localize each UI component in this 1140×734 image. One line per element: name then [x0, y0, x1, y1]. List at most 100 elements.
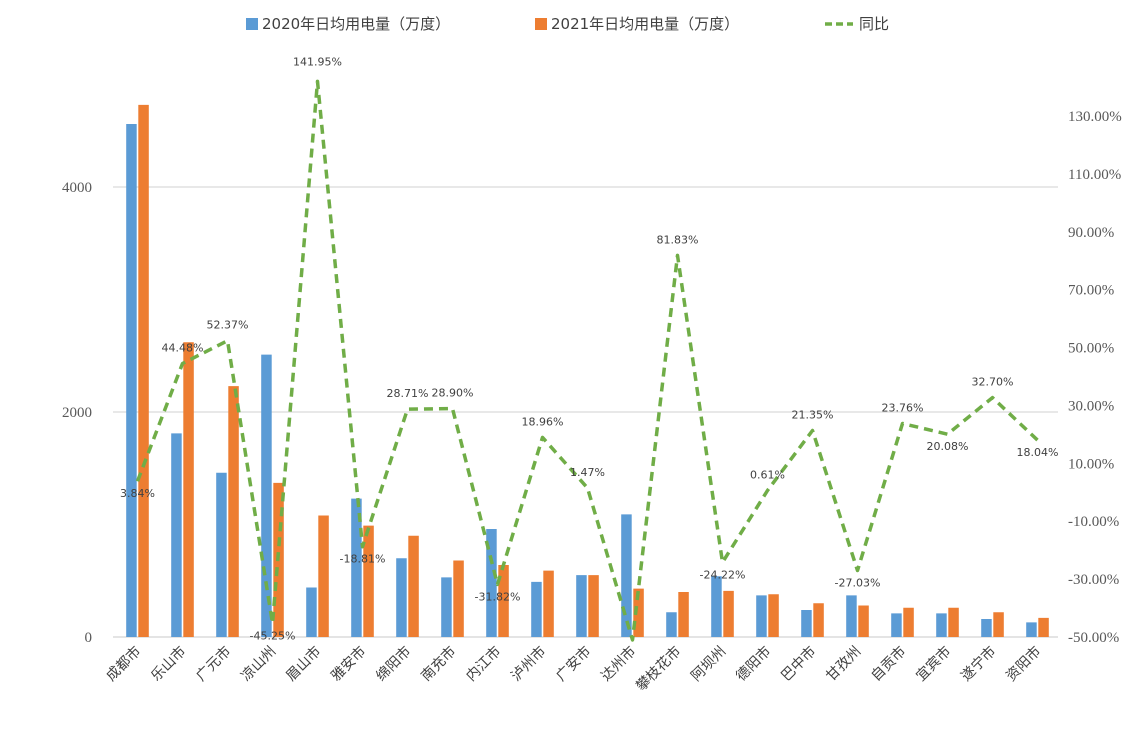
- point-label: -24.22%: [700, 568, 746, 581]
- bar-2021: [408, 535, 419, 637]
- bar-2021: [453, 560, 464, 637]
- point-label: 23.76%: [882, 402, 924, 415]
- point-label: 18.96%: [522, 415, 564, 428]
- bar-2020: [351, 498, 362, 637]
- point-label: 20.08%: [927, 440, 969, 453]
- left-tick-label: 4000: [62, 180, 92, 196]
- bar-2021: [318, 515, 329, 637]
- right-tick-label: 110.00%: [1068, 167, 1121, 183]
- category-label: 眉山市: [283, 643, 325, 685]
- bar-2020: [261, 354, 272, 637]
- left-axis-ticks: 0 2000 4000: [62, 180, 92, 646]
- legend: 2020年日均用电量（万度） 2021年日均用电量（万度） 同比: [246, 15, 889, 33]
- category-label: 雅安市: [328, 643, 370, 685]
- bar-2020: [306, 587, 317, 637]
- category-label: 南充市: [418, 643, 460, 685]
- bar-2020: [801, 610, 812, 637]
- bar-2021: [363, 525, 374, 637]
- category-label: 资阳市: [1003, 643, 1045, 685]
- category-label: 自贡市: [868, 643, 910, 685]
- category-label: 德阳市: [733, 643, 775, 685]
- category-labels: 成都市 乐山市 广元市 凉山州 眉山市 雅安市 绵阳市 南充市 内江市 泸州市 广安市 达州市攀枝花市…: [103, 643, 1045, 695]
- bar-2020: [711, 576, 722, 637]
- bar-2020: [576, 575, 587, 637]
- bar-2020: [1026, 622, 1037, 637]
- bar-2020: [756, 595, 767, 637]
- bar-2021: [948, 607, 959, 637]
- bar-2021: [633, 588, 644, 637]
- bar-2021: [183, 342, 194, 637]
- legend-label: 同比: [859, 15, 889, 33]
- point-label: 21.35%: [792, 408, 834, 421]
- left-tick-label: 2000: [62, 405, 92, 421]
- bar-2020: [441, 577, 452, 637]
- category-label: 巴中市: [778, 643, 820, 685]
- legend-label: 2020年日均用电量（万度）: [262, 15, 450, 33]
- bar-2021: [768, 594, 779, 637]
- point-label: 141.95%: [293, 55, 342, 68]
- category-label: 泸州市: [508, 643, 550, 685]
- bar-2021: [138, 104, 149, 637]
- bar-2020: [126, 124, 137, 637]
- bar-2021: [1038, 617, 1049, 637]
- category-label: 广元市: [193, 643, 235, 685]
- bar-2021: [228, 386, 239, 637]
- point-label: -31.82%: [475, 590, 521, 603]
- bar-2021: [858, 605, 869, 637]
- right-tick-label: -10.00%: [1068, 514, 1119, 530]
- category-label: 达州市: [598, 643, 640, 685]
- left-tick-label: 0: [85, 630, 93, 646]
- bar-2021: [903, 607, 914, 637]
- bar-2020: [216, 472, 227, 637]
- category-label: 成都市: [103, 643, 145, 685]
- point-label: -27.03%: [835, 577, 881, 590]
- point-label: 28.71%: [387, 387, 429, 400]
- right-tick-label: -50.00%: [1068, 630, 1119, 646]
- bar-2020: [396, 558, 407, 637]
- bar-2020: [666, 612, 677, 637]
- point-labels: 3.84% 44.48%52.37% -45.25% 141.95% -18.81% 28…: [120, 55, 1058, 642]
- bar-2020: [486, 529, 497, 637]
- right-tick-label: 70.00%: [1068, 283, 1114, 299]
- legend-swatch: [246, 18, 258, 30]
- point-label: -18.81%: [340, 553, 386, 566]
- point-label: 3.84%: [120, 487, 155, 500]
- category-label: 内江市: [463, 643, 505, 685]
- bar-2020: [171, 433, 182, 637]
- bar-2020: [981, 619, 992, 637]
- right-tick-label: 130.00%: [1068, 109, 1122, 125]
- point-label: 28.90%: [432, 387, 474, 400]
- point-label: 44.48%: [162, 342, 204, 355]
- bar-2020: [531, 581, 542, 637]
- category-label: 攀枝花市: [633, 643, 685, 695]
- bar-2020: [621, 514, 632, 637]
- point-label: 0.61%: [750, 469, 785, 482]
- yoy-line: [135, 79, 1039, 642]
- bar-2021: [813, 603, 824, 637]
- category-label: 绵阳市: [373, 643, 415, 685]
- right-tick-label: 90.00%: [1068, 225, 1114, 241]
- bar-2021: [498, 565, 509, 637]
- point-label: 52.37%: [207, 319, 249, 332]
- yoy-line-path: [135, 79, 1039, 642]
- category-label: 遂宁市: [958, 643, 1000, 685]
- point-label: 1.47%: [570, 466, 605, 479]
- point-label: 18.04%: [1017, 446, 1059, 459]
- bar-2020: [936, 613, 947, 637]
- legend-swatch: [535, 18, 547, 30]
- right-axis-ticks: -50.00% -30.00% -10.00% 10.00% 30.00% 50.00% 7…: [1068, 109, 1122, 646]
- bar-2021: [993, 612, 1004, 637]
- right-tick-label: 10.00%: [1068, 456, 1114, 472]
- bar-2021: [543, 570, 554, 637]
- category-label: 凉山州: [238, 644, 279, 685]
- bar-2021: [588, 575, 599, 637]
- legend-label: 2021年日均用电量（万度）: [551, 15, 739, 33]
- point-label: -45.25%: [250, 629, 296, 642]
- right-tick-label: 30.00%: [1068, 398, 1114, 414]
- category-label: 广安市: [553, 643, 595, 685]
- bar-2020: [846, 595, 857, 637]
- bar-2020: [891, 613, 902, 637]
- bars: [126, 104, 1049, 637]
- right-tick-label: 50.00%: [1068, 341, 1114, 357]
